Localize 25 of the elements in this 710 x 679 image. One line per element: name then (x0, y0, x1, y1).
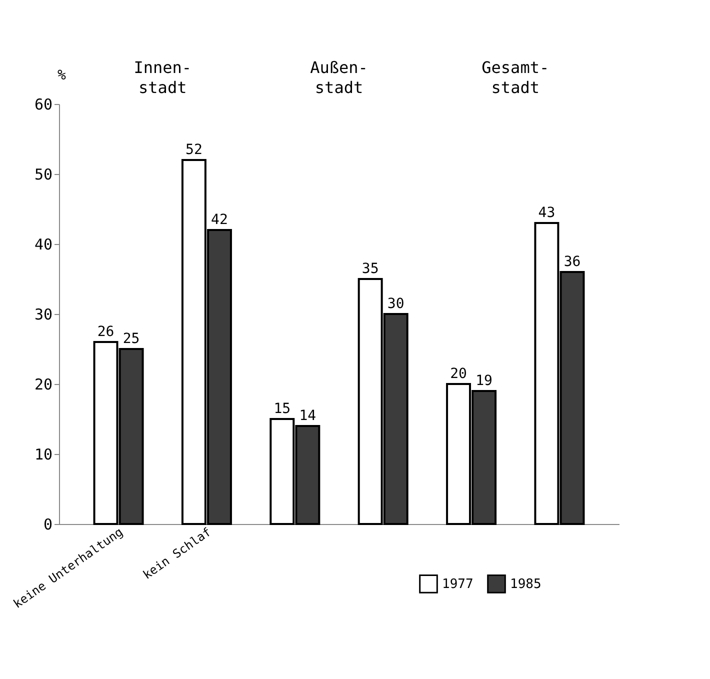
data-label: 35 (362, 261, 379, 277)
data-label: 26 (97, 324, 114, 340)
data-label: 15 (274, 401, 291, 417)
y-tick-label: 20 (34, 376, 52, 394)
y-axis-title: % (58, 68, 66, 84)
y-tick-label: 10 (34, 446, 52, 464)
data-label: 43 (538, 205, 556, 221)
legend-label: 1985 (510, 576, 542, 592)
y-tick-label: 40 (34, 236, 52, 254)
y-tick-label: 0 (43, 516, 52, 534)
data-label: 52 (186, 142, 202, 158)
data-label: 42 (211, 212, 228, 228)
data-label: 30 (387, 296, 404, 312)
legend-label: 1977 (442, 576, 474, 592)
data-label: 19 (476, 373, 492, 389)
data-label: 36 (564, 254, 581, 270)
y-tick-label: 30 (34, 306, 52, 324)
y-tick-label: 50 (34, 166, 52, 184)
text: Gesamt- stadt (482, 58, 550, 97)
data-label: 20 (450, 366, 467, 382)
data-label: 14 (299, 408, 316, 424)
data-label: 25 (122, 331, 140, 347)
y-tick-label: 60 (34, 96, 52, 114)
text: Innen- stadt (134, 58, 192, 97)
text: Außen- stadt (310, 58, 368, 97)
